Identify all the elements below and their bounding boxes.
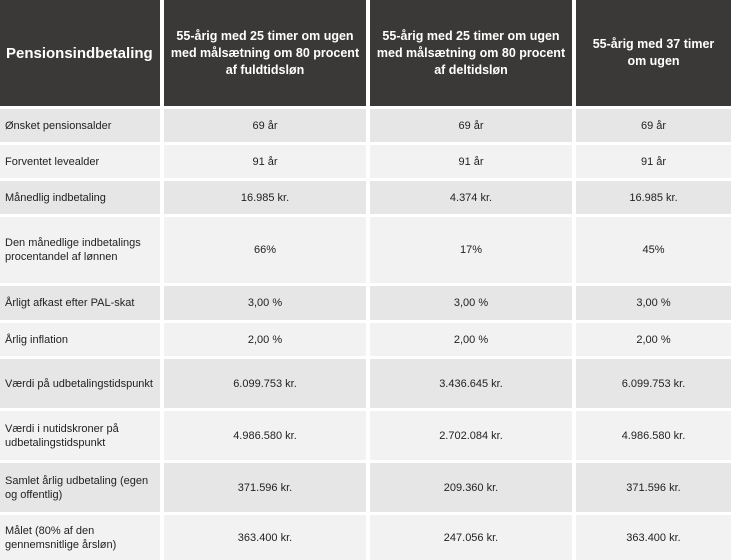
cell-col-3: 91 år [576, 142, 731, 178]
column-gap [366, 214, 370, 283]
cell-col-2: 2,00 % [370, 320, 572, 356]
column-gap [160, 0, 164, 106]
row-label: Målet (80% af den gennemsnitlige årsløn) [0, 512, 160, 560]
cell-col-2: 2.702.084 kr. [370, 408, 572, 460]
row-label: Værdi på udbetalingstidspunkt [0, 356, 160, 408]
row-label: Årligt afkast efter PAL-skat [0, 283, 160, 320]
cell-col-3: 4.986.580 kr. [576, 408, 731, 460]
column-gap [572, 512, 576, 560]
column-gap [572, 178, 576, 214]
column-gap [572, 356, 576, 408]
column-gap [572, 214, 576, 283]
cell-col-1: 6.099.753 kr. [164, 356, 366, 408]
header-col-1: 55-årig med 25 timer om ugen med målsætn… [164, 0, 366, 106]
cell-col-2: 209.360 kr. [370, 460, 572, 512]
table-row: Forventet levealder 91 år 91 år 91 år [0, 142, 731, 178]
column-gap [366, 106, 370, 142]
column-gap [160, 142, 164, 178]
column-gap [366, 142, 370, 178]
column-gap [572, 460, 576, 512]
table-row: Årlig inflation 2,00 % 2,00 % 2,00 % [0, 320, 731, 356]
row-label: Den månedlige indbetalings procentandel … [0, 214, 160, 283]
cell-col-1: 3,00 % [164, 283, 366, 320]
column-gap [366, 408, 370, 460]
header-label: Pensionsindbetaling [0, 0, 160, 106]
column-gap [160, 512, 164, 560]
column-gap [366, 0, 370, 106]
row-label: Værdi i nutidskroner på udbetalingstidsp… [0, 408, 160, 460]
cell-col-2: 3,00 % [370, 283, 572, 320]
header-row: Pensionsindbetaling 55-årig med 25 timer… [0, 0, 731, 106]
column-gap [160, 283, 164, 320]
column-gap [160, 178, 164, 214]
cell-col-2: 3.436.645 kr. [370, 356, 572, 408]
cell-col-3: 69 år [576, 106, 731, 142]
column-gap [160, 214, 164, 283]
column-gap [160, 106, 164, 142]
cell-col-3: 45% [576, 214, 731, 283]
row-label: Månedlig indbetaling [0, 178, 160, 214]
column-gap [572, 106, 576, 142]
cell-col-2: 4.374 kr. [370, 178, 572, 214]
column-gap [572, 408, 576, 460]
table-row: Ønsket pensionsalder 69 år 69 år 69 år [0, 106, 731, 142]
cell-col-3: 371.596 kr. [576, 460, 731, 512]
cell-col-2: 17% [370, 214, 572, 283]
cell-col-2: 69 år [370, 106, 572, 142]
column-gap [572, 283, 576, 320]
cell-col-3: 6.099.753 kr. [576, 356, 731, 408]
row-label: Ønsket pensionsalder [0, 106, 160, 142]
row-label: Forventet levealder [0, 142, 160, 178]
cell-col-3: 363.400 kr. [576, 512, 731, 560]
cell-col-3: 3,00 % [576, 283, 731, 320]
column-gap [160, 460, 164, 512]
table-row: Målet (80% af den gennemsnitlige årsløn)… [0, 512, 731, 560]
column-gap [572, 0, 576, 106]
column-gap [366, 178, 370, 214]
cell-col-1: 2,00 % [164, 320, 366, 356]
cell-col-1: 371.596 kr. [164, 460, 366, 512]
table-row: Den månedlige indbetalings procentandel … [0, 214, 731, 283]
column-gap [366, 356, 370, 408]
column-gap [366, 512, 370, 560]
table-row: Årligt afkast efter PAL-skat 3,00 % 3,00… [0, 283, 731, 320]
column-gap [160, 408, 164, 460]
cell-col-2: 247.056 kr. [370, 512, 572, 560]
header-col-3: 55-årig med 37 timer om ugen [576, 0, 731, 106]
cell-col-3: 2,00 % [576, 320, 731, 356]
cell-col-1: 91 år [164, 142, 366, 178]
cell-col-1: 66% [164, 214, 366, 283]
cell-col-2: 91 år [370, 142, 572, 178]
column-gap [366, 460, 370, 512]
cell-col-1: 16.985 kr. [164, 178, 366, 214]
column-gap [366, 283, 370, 320]
column-gap [160, 320, 164, 356]
column-gap [572, 320, 576, 356]
table-row: Værdi på udbetalingstidspunkt 6.099.753 … [0, 356, 731, 408]
header-col-2: 55-årig med 25 timer om ugen med målsætn… [370, 0, 572, 106]
column-gap [366, 320, 370, 356]
cell-col-1: 363.400 kr. [164, 512, 366, 560]
table-row: Månedlig indbetaling 16.985 kr. 4.374 kr… [0, 178, 731, 214]
table-row: Samlet årlig udbetaling (egen og offentl… [0, 460, 731, 512]
row-label: Samlet årlig udbetaling (egen og offentl… [0, 460, 160, 512]
table-row: Værdi i nutidskroner på udbetalingstidsp… [0, 408, 731, 460]
cell-col-1: 4.986.580 kr. [164, 408, 366, 460]
column-gap [160, 356, 164, 408]
row-label: Årlig inflation [0, 320, 160, 356]
cell-col-3: 16.985 kr. [576, 178, 731, 214]
column-gap [572, 142, 576, 178]
cell-col-1: 69 år [164, 106, 366, 142]
